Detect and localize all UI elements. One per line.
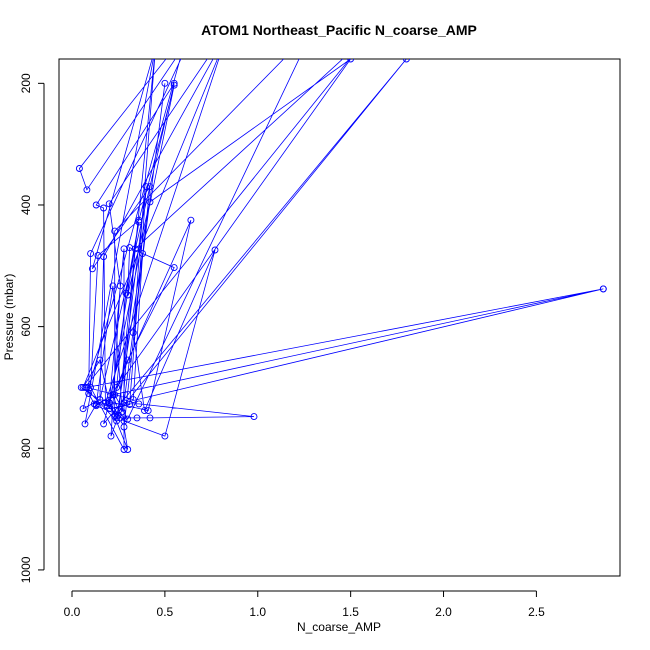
y-axis: 200 400 600 800 1000 — [19, 73, 45, 583]
data-point — [114, 407, 122, 415]
x-tick-label: 1.0 — [249, 605, 266, 619]
data-point — [402, 59, 410, 63]
data-point — [113, 417, 121, 425]
data-point — [170, 81, 178, 89]
data-point — [141, 407, 148, 415]
data-point — [101, 399, 109, 407]
data-point — [105, 200, 113, 208]
data-point — [111, 413, 119, 421]
x-axis-label: N_coarse_AMP — [297, 620, 381, 634]
y-tick-label: 400 — [19, 195, 33, 215]
data-point — [79, 405, 87, 413]
series-line — [78, 59, 604, 450]
data-point — [146, 183, 154, 191]
data-point — [120, 399, 128, 407]
data-point — [139, 250, 147, 258]
data-point — [129, 329, 137, 337]
data-point — [122, 289, 130, 297]
data-point — [144, 407, 152, 415]
data-point — [94, 252, 102, 259]
data-point — [120, 446, 128, 453]
data-layer — [75, 59, 607, 453]
data-point — [87, 250, 95, 258]
data-point — [114, 411, 122, 419]
data-point — [81, 420, 89, 428]
data-point — [133, 414, 141, 422]
data-point — [87, 383, 95, 391]
data-point — [599, 285, 607, 293]
data-point — [107, 432, 115, 440]
data-point — [96, 396, 104, 404]
plot-frame — [58, 58, 621, 577]
data-point — [211, 246, 219, 254]
data-point — [146, 198, 154, 206]
x-tick-label: 1.5 — [342, 605, 359, 619]
x-axis: 0.0 0.5 1.0 1.5 2.0 2.5 — [64, 590, 545, 619]
data-point — [109, 282, 117, 290]
data-point — [124, 291, 132, 299]
data-point — [92, 201, 100, 209]
data-point — [170, 79, 178, 87]
data-point — [113, 383, 121, 391]
data-point — [111, 227, 119, 235]
data-point — [124, 415, 132, 423]
data-point — [124, 446, 132, 453]
data-point — [146, 414, 154, 422]
data-point — [92, 402, 100, 410]
data-point — [124, 356, 132, 364]
data-point — [96, 356, 104, 364]
data-point — [142, 183, 150, 191]
data-point — [75, 165, 83, 172]
data-point — [100, 420, 108, 428]
data-point — [161, 79, 169, 87]
x-tick-label: 0.5 — [157, 605, 174, 619]
y-tick-label: 1000 — [19, 556, 33, 583]
data-point — [129, 396, 137, 404]
data-point — [88, 265, 96, 273]
data-point — [79, 383, 87, 391]
data-point — [135, 216, 143, 224]
data-point — [161, 432, 169, 440]
data-point — [120, 423, 128, 431]
data-point — [250, 413, 258, 421]
data-point — [100, 204, 108, 212]
y-tick-label: 600 — [19, 316, 33, 336]
data-point — [170, 264, 178, 272]
x-tick-label: 0.0 — [64, 605, 81, 619]
data-point — [83, 186, 91, 194]
data-point — [83, 383, 91, 391]
data-point — [111, 391, 119, 399]
data-point — [135, 218, 143, 226]
data-point — [187, 216, 195, 224]
x-tick-label: 2.0 — [435, 605, 452, 619]
data-point — [105, 399, 113, 407]
data-point — [135, 400, 143, 408]
chart-title: ATOM1 Northeast_Pacific N_coarse_AMP — [201, 22, 477, 38]
y-tick-label: 800 — [19, 438, 33, 458]
data-point — [85, 390, 93, 397]
data-point — [120, 245, 128, 253]
y-tick-label: 200 — [19, 73, 33, 93]
x-tick-label: 2.5 — [528, 605, 545, 619]
data-point — [116, 282, 124, 290]
y-axis-label: Pressure (mbar) — [2, 274, 16, 361]
data-point — [109, 391, 117, 399]
data-point — [347, 59, 355, 63]
